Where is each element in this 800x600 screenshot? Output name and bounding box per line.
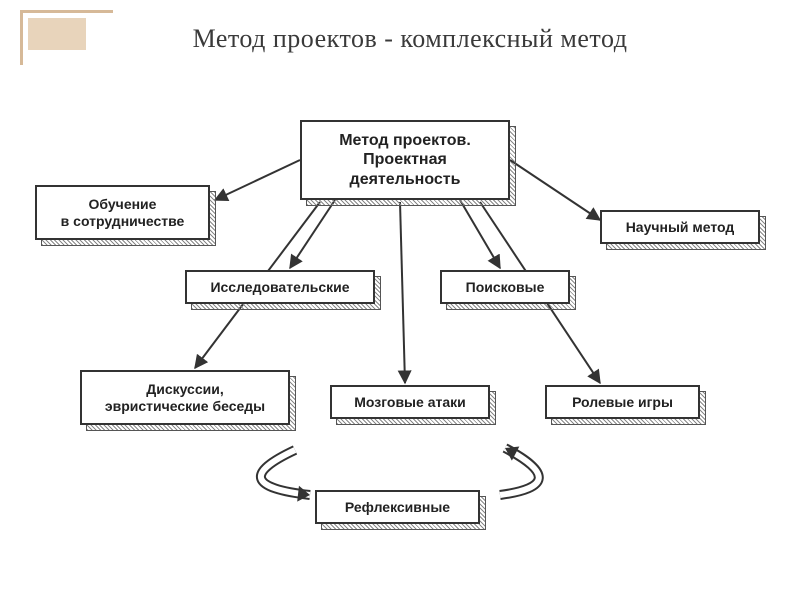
node-reflex: Рефлексивные xyxy=(315,490,480,524)
node-sci: Научный метод xyxy=(600,210,760,244)
curved-arrow xyxy=(261,450,310,495)
node-label: Поисковые xyxy=(440,270,570,304)
node-label: Метод проектов.Проектнаядеятельность xyxy=(300,120,510,200)
node-label: Ролевые игры xyxy=(545,385,700,419)
arrow xyxy=(290,200,335,268)
arrow xyxy=(460,200,500,268)
curved-arrow-head xyxy=(505,447,519,461)
node-label: Обучениев сотрудничестве xyxy=(35,185,210,240)
node-root: Метод проектов.Проектнаядеятельность xyxy=(300,120,510,200)
arrow xyxy=(400,202,405,383)
curved-arrow-inner xyxy=(500,448,539,495)
node-disc: Дискуссии,эвристические беседы xyxy=(80,370,290,425)
node-label: Научный метод xyxy=(600,210,760,244)
node-coop: Обучениев сотрудничестве xyxy=(35,185,210,240)
node-label: Исследовательские xyxy=(185,270,375,304)
node-search: Поисковые xyxy=(440,270,570,304)
node-label: Мозговые атаки xyxy=(330,385,490,419)
diagram-canvas: Метод проектов.Проектнаядеятельность Обуч… xyxy=(0,90,800,600)
node-role: Ролевые игры xyxy=(545,385,700,419)
node-research: Исследовательские xyxy=(185,270,375,304)
arrow xyxy=(215,160,300,200)
curved-arrow xyxy=(500,448,539,495)
curved-arrow-head xyxy=(297,486,310,502)
node-label: Дискуссии,эвристические беседы xyxy=(80,370,290,425)
slide-title-area: Метод проектов - комплексный метод xyxy=(20,10,780,90)
slide-title: Метод проектов - комплексный метод xyxy=(60,24,760,54)
node-brain: Мозговые атаки xyxy=(330,385,490,419)
node-label: Рефлексивные xyxy=(315,490,480,524)
arrow xyxy=(510,160,600,220)
curved-arrow-inner xyxy=(261,450,310,495)
